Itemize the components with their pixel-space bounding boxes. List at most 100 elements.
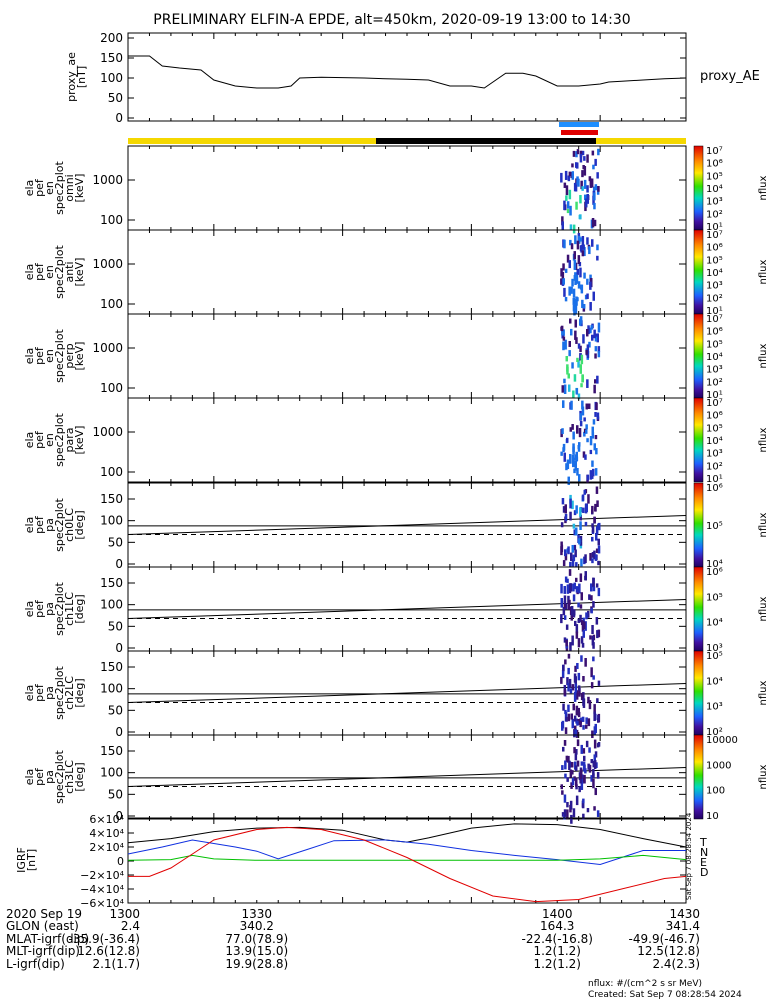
spectrogram-cell [573,374,577,382]
spectrogram-cell [580,558,583,567]
spectrogram-cell [563,740,567,746]
spectrogram-cell [564,339,567,350]
spectrogram-cell [593,726,597,736]
spectrogram-cell [569,498,572,509]
spectrogram-cell [591,334,594,341]
spectrogram-cell [593,739,597,749]
spectrogram-cell [566,208,570,214]
spectrogram-cell [597,680,601,686]
yellow-bar-left [128,138,376,144]
proxy-ae-frame [127,32,687,122]
spectrogram-cell [572,304,576,312]
spectrogram-cell [574,305,578,314]
colorbar-tick-label: 10⁴ [706,352,723,363]
spectrogram-cell [591,558,594,564]
spectrogram-cell [597,560,600,566]
spectrogram-cell [571,424,574,430]
spectrogram-cell [594,751,598,758]
y-tick-label: 0 [115,557,123,571]
colorbars: 10⁷10⁶10⁵10⁴10³10²10¹nflux10⁷10⁶10⁵10⁴10… [693,145,769,822]
spectrogram-cell [581,170,584,178]
colorbar-tick-label: 10¹ [706,306,723,317]
spectrogram-cell [575,275,579,284]
panel-ylabel-line: anti [63,261,76,282]
proxy-ae-ylabel: proxy_ae[nT] [65,52,88,102]
footer-value: 1.2(1.2) [533,944,581,958]
spectrogram-cell [591,239,594,247]
colorbar-units: nflux [758,259,769,284]
spectrogram-cell [568,760,571,771]
spectrogram-cell [586,278,589,285]
colorbar-tick-label: 10⁷ [706,398,723,409]
panel-ylabel-line: pef [33,178,46,197]
spectrogram-cell [594,760,597,770]
spectrogram-cell [572,594,576,602]
panel-ylabel-line: pa [43,770,56,784]
spectrogram-cell [583,755,586,762]
colorbar-gradient [693,229,704,315]
colorbar-tick-label: 10⁵ [706,651,723,662]
spectrogram-cell [579,237,582,242]
spectrogram-cell [564,553,568,561]
colorbar-tick-label: 10⁶ [706,411,723,422]
created-stamp: Created: Sat Sep 7 08:28:54 2024 [588,990,742,1000]
spectrogram-cell [592,186,596,195]
spectrogram-cell [588,246,591,255]
spectrogram-cell [574,278,577,285]
colorbar-tick-label: 10³ [706,365,723,376]
spectrogram-cell [575,729,579,738]
spectrogram-cell [563,615,567,620]
spectrogram-cell [578,772,582,781]
spectrogram-cell [585,612,588,620]
colorbar-tick-label: 10³ [706,643,723,654]
spectrogram-cell [585,349,588,355]
spectrogram-cell [580,717,583,722]
spectrogram-cell [566,802,569,808]
spectrogram-cell [564,576,568,583]
spectrogram-cell [563,378,566,384]
spectrogram-cell [564,549,567,557]
spectrogram-cell [589,436,593,446]
spectrogram-cell [561,216,564,226]
spectrogram-cell [573,309,576,316]
footer-value: 340.2 [240,919,274,933]
spectrogram-cell [565,195,568,201]
footer-value: 12.5(12.8) [637,944,700,958]
spectrogram-cell [573,776,576,781]
spectrogram-cell [583,156,586,161]
spectrogram-cell [579,214,582,220]
y-tick-label: 2×10⁴ [89,841,124,854]
spectrogram-cell [579,777,582,784]
spectrogram-cell [590,682,594,689]
panel-frame [127,397,687,483]
spectrogram-cell [568,583,572,594]
spectrogram-cell [561,271,565,280]
spectrogram-cell [569,800,573,810]
spectrogram-cell [576,357,579,363]
spectrogram-cell [560,278,563,285]
igrf-lines [127,823,687,903]
spectrogram-cell [570,243,574,250]
spectrogram-cell [596,255,599,261]
spectrogram-cell [581,774,584,784]
spectrogram-cell [578,583,581,594]
spectrogram-cell [567,546,570,555]
spectrogram-cell [574,454,577,461]
spectrogram-cell [576,268,579,275]
panel-ylabel-line: pef [33,599,46,618]
spectrogram-cell [570,400,573,410]
spectrogram-cell [588,700,592,710]
spectrogram-cell [574,620,577,626]
panel-ylabel-line: ela [23,601,36,618]
spectrogram-cell [569,454,572,464]
spectrogram-cell [580,744,583,754]
spectrogram-cell [566,809,569,819]
y-tick-label: 50 [108,619,123,633]
spectrogram-cell [580,592,583,601]
spectrogram-cell [594,554,598,561]
spectrogram-cell [597,148,600,156]
spectrogram-cell [562,606,566,616]
